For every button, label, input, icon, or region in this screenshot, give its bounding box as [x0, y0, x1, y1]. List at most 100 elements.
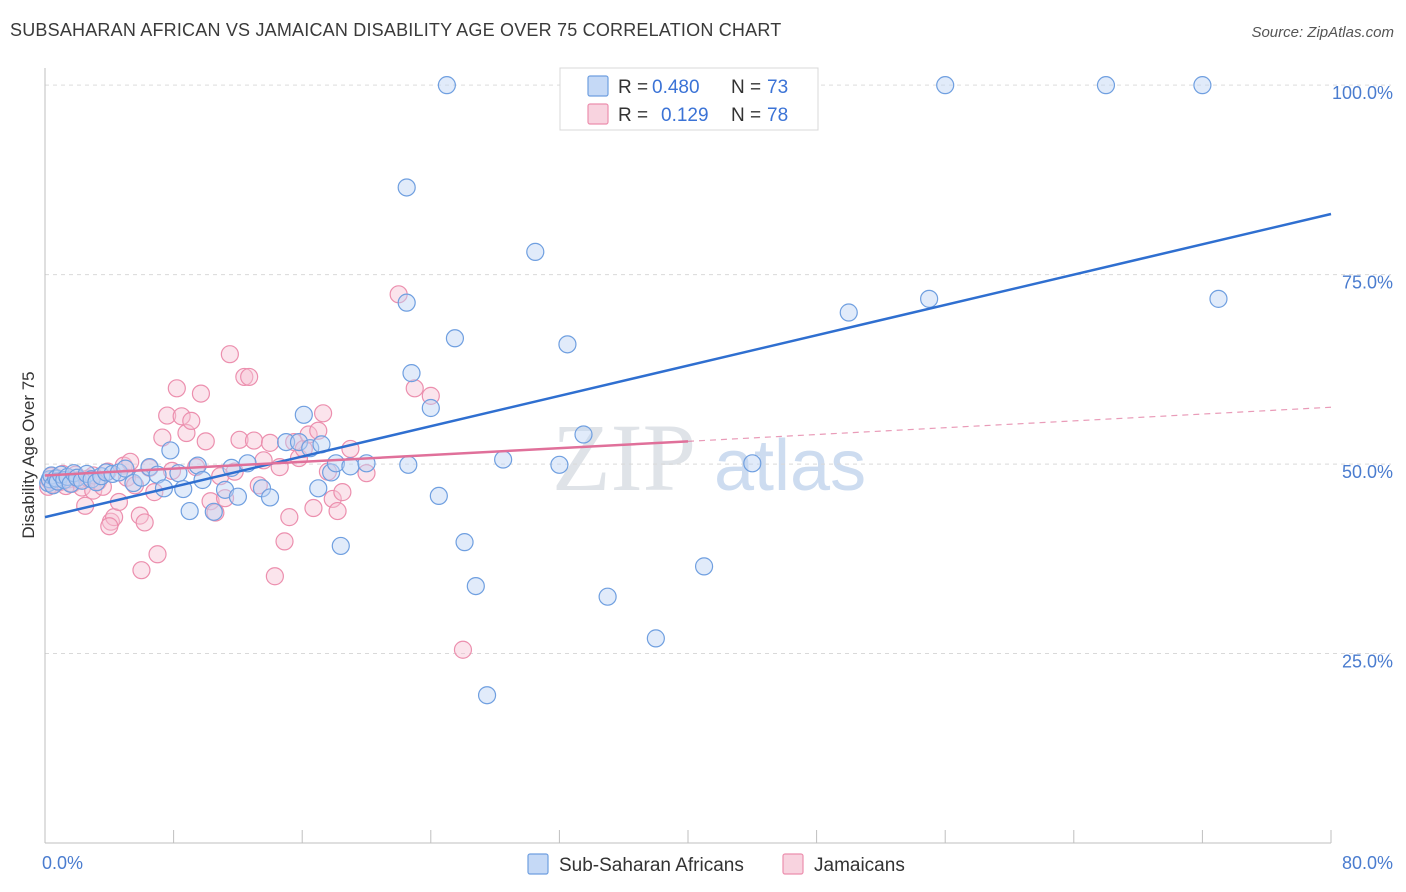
jamaicans-point	[265, 567, 284, 586]
axes	[44, 68, 1332, 844]
jamaicans-point	[100, 517, 119, 536]
subsaharan-point	[399, 455, 418, 474]
subsaharan-point	[421, 398, 440, 418]
subsaharan-point	[455, 533, 474, 552]
jamaicans-point	[453, 640, 473, 659]
subsaharan-point	[309, 479, 328, 498]
subsaharan-point	[445, 329, 465, 348]
legend-n-value-1: 73	[767, 77, 788, 98]
subsaharan-point	[839, 303, 858, 322]
jamaicans-point	[309, 421, 328, 440]
x-tick-label-min: 0.0%	[42, 853, 83, 873]
subsaharan-point	[574, 425, 593, 444]
jamaicans-point	[158, 406, 177, 425]
jamaicans-point	[153, 428, 172, 447]
jamaicans-point	[333, 483, 352, 502]
bottom-legend-swatch-pink	[782, 853, 804, 875]
subsaharan-point	[526, 242, 545, 261]
subsaharan-point	[397, 178, 416, 197]
bottom-legend: Sub-Saharan Africans Jamaicans	[527, 853, 905, 876]
subsaharan-point	[116, 459, 135, 478]
jamaicans-point	[201, 492, 220, 511]
jamaicans-point	[206, 503, 225, 522]
subsaharan-point	[277, 433, 296, 452]
subsaharan-point	[228, 487, 247, 506]
legend-n-value-2: 78	[767, 105, 788, 126]
subsaharan-point	[550, 455, 569, 474]
subsaharan-point	[936, 76, 955, 95]
jamaicans-point	[172, 407, 191, 426]
legend-swatch-blue	[587, 75, 609, 97]
y-tick-label: 50.0%	[1342, 462, 1393, 482]
legend-swatch-pink	[587, 103, 609, 125]
subsaharan-point	[598, 587, 617, 606]
jamaicans-point	[260, 433, 280, 452]
trend-lines	[44, 212, 1332, 519]
subsaharan-point	[743, 454, 762, 473]
subsaharan-point	[204, 502, 223, 521]
jamaicans-point	[132, 561, 151, 580]
subsaharan-point	[402, 364, 421, 383]
watermark-zip: ZIP	[552, 404, 696, 511]
jamaicans-point	[191, 384, 211, 403]
jamaicans-point	[304, 498, 323, 518]
jamaicans-point	[135, 513, 154, 532]
jamaicans-point	[323, 489, 342, 509]
subsaharan-point	[322, 463, 341, 482]
subsaharan-point	[1096, 76, 1116, 95]
jamaicans-point	[275, 532, 294, 551]
subsaharan-point	[477, 686, 497, 705]
legend-r-value-2: 0.129	[661, 105, 709, 126]
jamaicans-point	[196, 432, 215, 451]
subsaharan-point	[294, 405, 313, 424]
jamaicans-point	[220, 345, 239, 364]
subsaharan-point	[1209, 289, 1228, 308]
legend-r-value-1: 0.480	[652, 77, 700, 98]
jamaicans-point	[230, 430, 249, 449]
jamaicans-point	[249, 476, 268, 495]
source-label: Source: ZipAtlas.com	[1251, 24, 1394, 41]
subsaharan-point	[397, 293, 416, 312]
subsaharan-point	[646, 629, 665, 648]
subsaharan-point	[180, 501, 199, 521]
legend-r-label-1: R =	[618, 77, 648, 98]
watermark: ZIP atlas	[552, 404, 866, 511]
jamaicans-point	[148, 545, 167, 564]
jamaicans-point	[357, 464, 376, 483]
y-tick-label: 75.0%	[1342, 273, 1393, 293]
subsaharan-point	[494, 450, 513, 469]
subsaharan-point	[1193, 76, 1212, 95]
jamaicans-point	[299, 425, 318, 444]
bottom-legend-label-pink: Jamaicans	[814, 855, 905, 876]
subsaharan-point	[437, 76, 456, 95]
watermark-atlas: atlas	[714, 426, 866, 506]
legend-r-label-2: R =	[618, 105, 648, 126]
subsaharan-point	[161, 441, 180, 460]
trend-line-jamaicans	[44, 440, 689, 477]
subsaharan-point	[694, 557, 714, 576]
bottom-legend-swatch-blue	[527, 853, 549, 875]
legend-n-label-1: N =	[731, 77, 761, 98]
jamaicans-point	[182, 411, 201, 430]
jamaicans-point	[167, 379, 186, 398]
subsaharan-point	[429, 486, 448, 506]
y-axis-label: Disability Age Over 75	[19, 371, 38, 538]
legend: R = 0.480 N = 73 R = 0.129 N = 78	[559, 67, 819, 131]
jamaicans-point	[177, 423, 196, 443]
x-tick-label-max: 80.0%	[1342, 853, 1393, 873]
subsaharan-point	[466, 576, 485, 596]
subsaharan-point	[188, 456, 207, 475]
tick-labels: 25.0% 50.0% 75.0% 100.0% 0.0% 80.0%	[42, 83, 1393, 873]
subsaharan-point	[558, 335, 577, 354]
subsaharan-point	[920, 289, 939, 308]
chart-title: SUBSAHARAN AFRICAN VS JAMAICAN DISABILIT…	[10, 20, 782, 40]
jamaicans-point	[328, 501, 347, 521]
jamaicans-point	[405, 379, 424, 398]
y-tick-label: 100.0%	[1332, 83, 1393, 103]
jamaicans-point	[235, 367, 254, 387]
subsaharan-point	[331, 536, 350, 556]
trend-line-jamaicans-extension	[687, 406, 1332, 442]
jamaicans-point	[244, 431, 264, 450]
subsaharan-point	[289, 433, 309, 452]
